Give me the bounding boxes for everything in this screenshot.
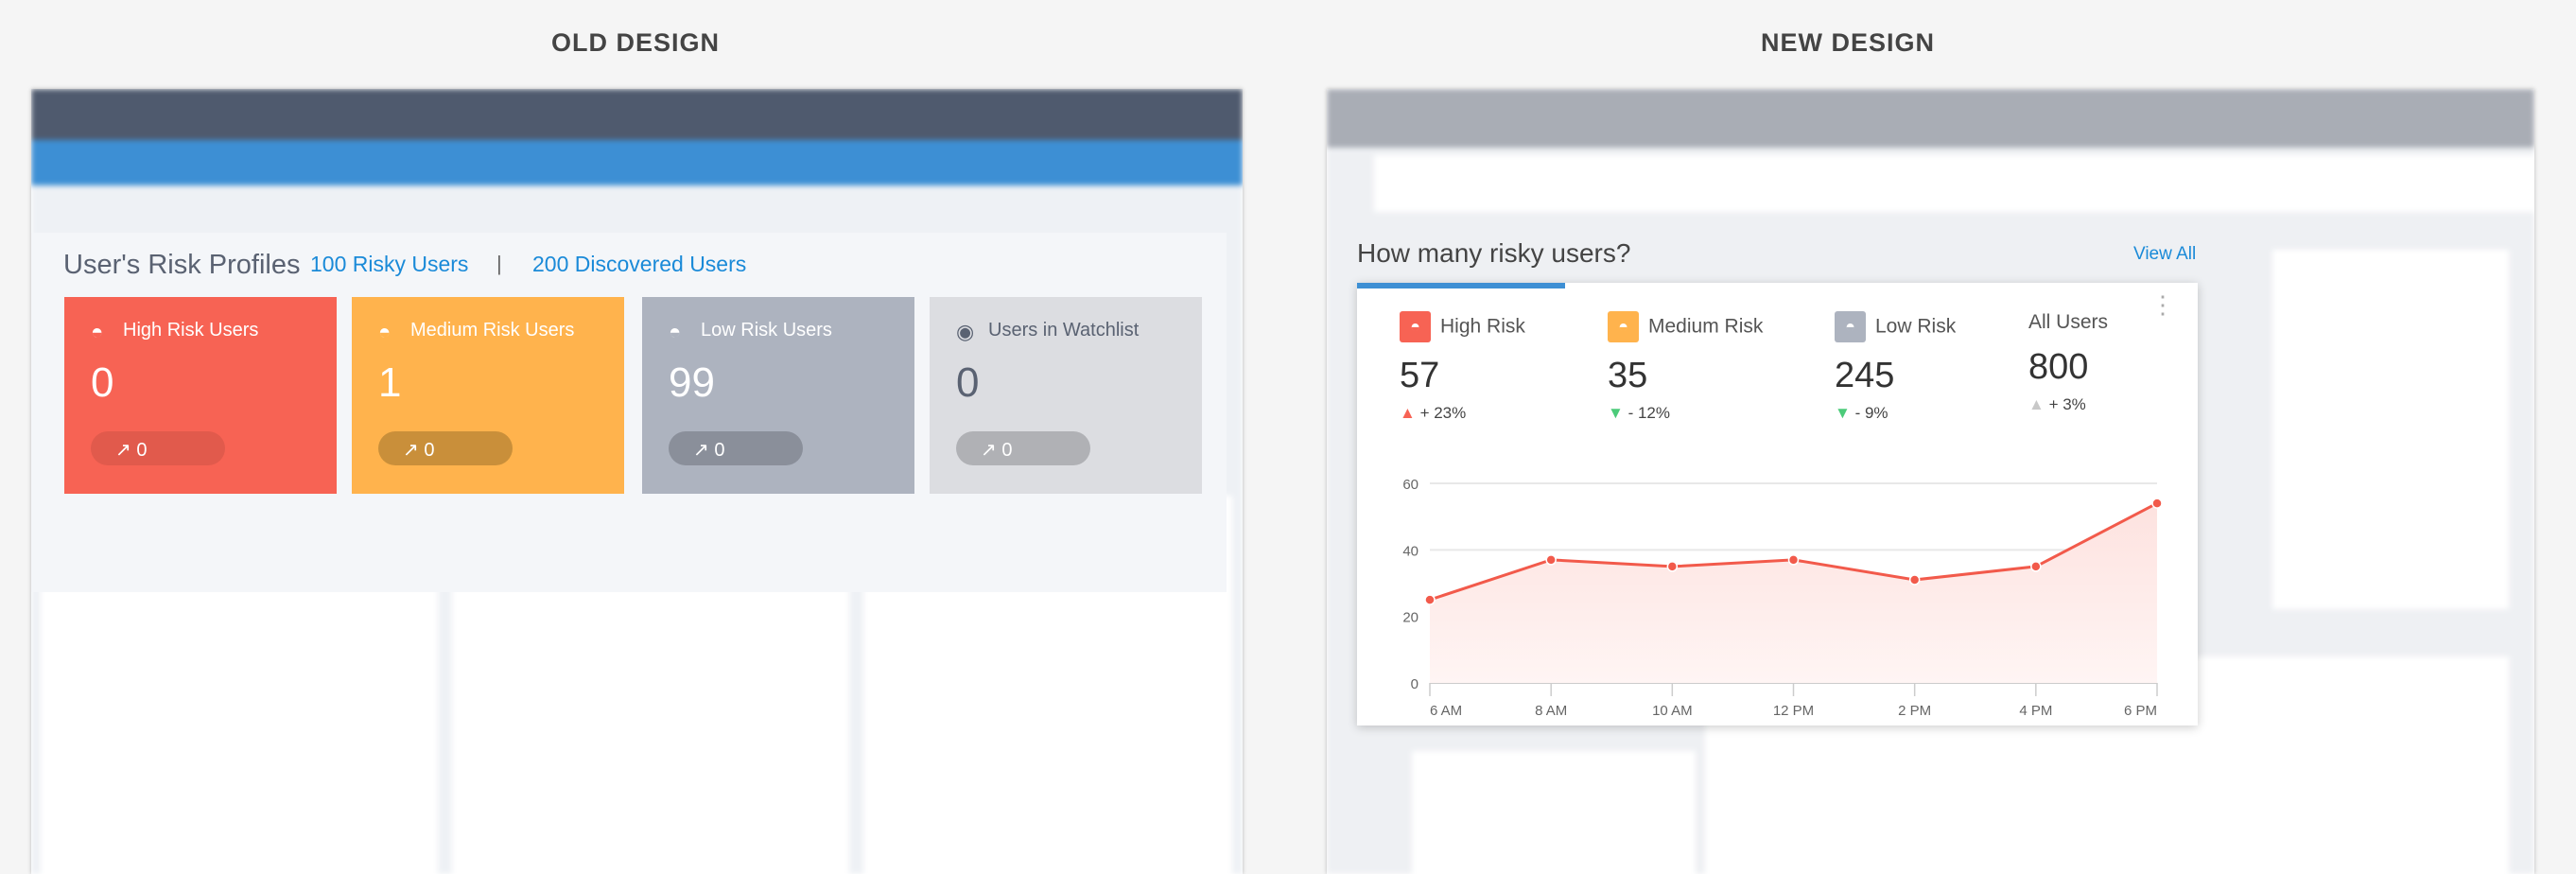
gauge-icon: ◓ — [91, 320, 104, 343]
data-point — [1545, 554, 1557, 566]
risk-card[interactable]: ◓ High Risk Users 0 ↗ 0 — [64, 297, 337, 494]
stat-label: All Users — [2028, 311, 2109, 333]
card-value: 0 — [91, 359, 114, 406]
triangle-up-icon: ▲ — [1400, 404, 1416, 422]
card-label: Medium Risk Users — [410, 320, 575, 341]
data-point — [2151, 498, 2163, 509]
card-value: 0 — [956, 359, 980, 406]
view-all-link[interactable]: View All — [2133, 244, 2197, 264]
trend-value: 0 — [714, 440, 725, 461]
data-point — [2030, 561, 2042, 572]
x-tick-label: 2 PM — [1898, 703, 1931, 719]
trend-arrow-icon: ↗ — [693, 440, 709, 461]
gauge-icon: ◓ — [378, 320, 392, 343]
trend-value: 0 — [1001, 440, 1013, 461]
gauge-icon: ◉ — [956, 320, 975, 343]
data-point — [1666, 561, 1679, 572]
risk-card[interactable]: ◉ Users in Watchlist 0 ↗ 0 — [930, 297, 1202, 494]
triangle-down-icon: ▼ — [1835, 404, 1851, 422]
gauge-icon: ◓ — [1835, 311, 1866, 342]
trend-pill: ↗ 0 — [956, 431, 1090, 465]
stat-value: 57 — [1400, 356, 1440, 395]
trend-arrow-icon: ↗ — [981, 440, 997, 461]
panel-title: User's Risk Profiles — [63, 250, 301, 280]
triangle-down-icon: ▼ — [1608, 404, 1624, 422]
x-tick-label: 6 PM — [2124, 703, 2157, 719]
y-tick-label: 20 — [1402, 610, 1419, 626]
stat-2[interactable]: ◓ Low Risk 245 ▼ - 9% — [1835, 311, 1956, 423]
y-tick-label: 60 — [1402, 477, 1419, 493]
discovered-users-link[interactable]: 200 Discovered Users — [532, 252, 747, 276]
separator: | — [496, 252, 502, 275]
trend-pill: ↗ 0 — [378, 431, 513, 465]
gauge-icon: ◓ — [669, 320, 682, 343]
card-value: 1 — [378, 359, 402, 406]
stat-delta: + 23% — [1419, 404, 1467, 422]
risky-users-link[interactable]: 100 Risky Users — [310, 252, 469, 276]
trend-arrow-icon: ↗ — [115, 440, 131, 461]
trend-value: 0 — [136, 440, 148, 461]
risky-users-chart: 0 20 40 60 6 AM 8 AM 10 AM 12 PM 2 PM 4 PM 6 PM — [1402, 477, 2163, 719]
stat-value: 800 — [2028, 347, 2089, 387]
x-tick-label: 4 PM — [2019, 703, 2052, 719]
more-options-icon[interactable]: ⋮ — [2150, 290, 2175, 319]
triangle-up-icon: ▲ — [2028, 395, 2045, 413]
stat-delta: - 12% — [1627, 404, 1670, 422]
data-point — [1787, 554, 1800, 566]
trend-pill: ↗ 0 — [91, 431, 225, 465]
stat-value: 35 — [1608, 356, 1648, 395]
stat-0[interactable]: ◓ High Risk 57 ▲ + 23% — [1400, 311, 1525, 423]
stat-value: 245 — [1835, 356, 1895, 395]
area-fill — [1430, 503, 2157, 683]
data-point — [1424, 594, 1436, 605]
card-value: 99 — [669, 359, 715, 406]
trend-pill: ↗ 0 — [669, 431, 803, 465]
x-tick-label: 6 AM — [1430, 703, 1462, 719]
x-tick-label: 12 PM — [1773, 703, 1814, 719]
old-design-heading: OLD DESIGN — [550, 28, 720, 57]
stat-1[interactable]: ◓ Medium Risk 35 ▼ - 12% — [1608, 311, 1763, 423]
stat-label: High Risk — [1440, 315, 1525, 338]
x-tick-label: 10 AM — [1652, 703, 1693, 719]
stat-label: Low Risk — [1875, 315, 1957, 338]
risk-card[interactable]: ◓ Medium Risk Users 1 ↗ 0 — [352, 297, 624, 494]
y-tick-label: 40 — [1402, 543, 1419, 559]
trend-value: 0 — [424, 440, 435, 461]
gauge-icon: ◓ — [1608, 311, 1639, 342]
card-label: Low Risk Users — [701, 320, 832, 341]
risky-users-card: ⋮ ◓ High Risk 57 ▲ + 23% ◓ Medium Risk 35 … — [1357, 283, 2198, 725]
card-label: Users in Watchlist — [988, 320, 1140, 341]
new-design-heading: NEW DESIGN — [1760, 28, 1935, 57]
stat-3[interactable]: All Users 800 ▲ + 3% — [2028, 311, 2108, 414]
gauge-icon: ◓ — [1400, 311, 1431, 342]
stat-label: Medium Risk — [1648, 315, 1764, 338]
stat-delta: + 3% — [2048, 395, 2086, 413]
risk-card[interactable]: ◓ Low Risk Users 99 ↗ 0 — [642, 297, 914, 494]
trend-arrow-icon: ↗ — [403, 440, 419, 461]
stat-delta: - 9% — [1854, 404, 1888, 422]
y-tick-label: 0 — [1411, 676, 1419, 692]
old-design-frame: User's Risk Profiles 100 Risky Users | 2… — [31, 89, 1243, 874]
data-point — [1908, 574, 1921, 586]
chart-title: How many risky users? — [1357, 238, 1631, 268]
x-tick-label: 8 AM — [1535, 703, 1567, 719]
active-tab-indicator — [1357, 283, 1565, 288]
card-label: High Risk Users — [123, 320, 259, 341]
